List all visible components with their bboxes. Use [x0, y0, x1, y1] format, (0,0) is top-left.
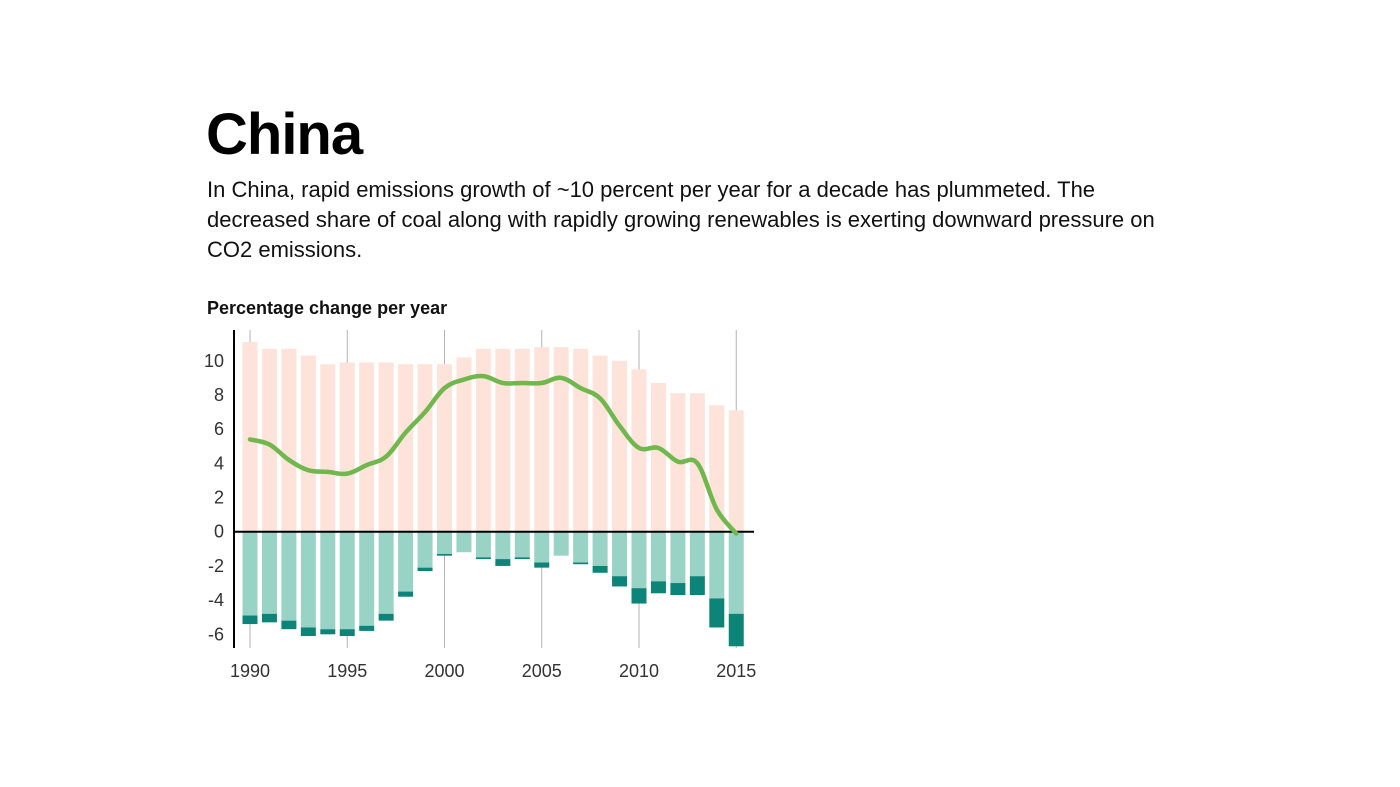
bar-positive-2006 [553, 347, 569, 532]
bar-negative-light-2009 [612, 531, 628, 577]
bar-negative-dark-1991 [261, 613, 277, 623]
bar-positive-1997 [378, 362, 394, 532]
bar-negative-light-1998 [398, 531, 414, 592]
y-tick-label: 8 [214, 385, 224, 405]
bar-positive-2008 [592, 355, 608, 532]
bar-negative-light-2002 [475, 531, 491, 558]
bar-positive-1996 [359, 362, 375, 532]
bar-negative-light-1992 [281, 531, 297, 621]
bar-negative-light-2003 [495, 531, 511, 560]
bar-negative-light-2011 [650, 531, 666, 582]
bar-negative-light-1999 [417, 531, 433, 568]
y-tick-label: 4 [214, 453, 224, 473]
bar-positive-1994 [320, 364, 336, 532]
bar-positive-1992 [281, 348, 297, 532]
y-tick-label: 0 [214, 522, 224, 542]
bar-negative-light-2010 [631, 531, 647, 589]
bar-positive-2015 [728, 410, 744, 532]
y-tick-label: 6 [214, 419, 224, 439]
x-tick-label: 1995 [327, 661, 367, 681]
bar-negative-light-2013 [689, 531, 705, 577]
bar-negative-light-1990 [242, 531, 258, 616]
x-tick-label: 2010 [619, 661, 659, 681]
bar-negative-dark-1995 [339, 629, 355, 637]
bar-negative-light-1993 [300, 531, 316, 628]
bar-positive-2003 [495, 348, 511, 532]
y-tick-label: -2 [208, 556, 224, 576]
bar-negative-dark-1998 [398, 591, 414, 597]
bar-negative-dark-2011 [650, 581, 666, 594]
bar-negative-light-1995 [339, 531, 355, 630]
x-tick-label: 1990 [230, 661, 270, 681]
y-tick-label: 10 [204, 351, 224, 371]
bar-negative-light-1994 [320, 531, 336, 630]
net-change-line-layer [247, 373, 739, 536]
bar-positive-2011 [650, 383, 666, 532]
bar-positive-1999 [417, 364, 433, 532]
bar-negative-light-2000 [437, 531, 452, 554]
bar-negative-light-2006 [553, 531, 569, 556]
x-tick-label: 2015 [716, 661, 756, 681]
bar-positive-1991 [261, 348, 277, 532]
y-tick-label: 2 [214, 488, 224, 508]
bar-positive-2007 [573, 348, 589, 532]
bar-positive-2001 [456, 357, 472, 532]
bar-positive-2010 [631, 369, 647, 532]
bar-negative-light-2014 [709, 531, 725, 599]
bar-negative-light-2007 [573, 531, 589, 563]
bar-negative-dark-2007 [573, 562, 589, 565]
bar-positive-2009 [612, 360, 628, 532]
bar-negative-dark-2009 [612, 576, 628, 587]
bar-negative-light-2001 [456, 531, 472, 553]
bar-negative-dark-1992 [281, 620, 297, 630]
bar-negative-dark-2002 [475, 557, 491, 560]
bar-negative-dark-2014 [709, 598, 725, 628]
page-title: China [206, 102, 363, 167]
x-tick-label: 2000 [424, 661, 464, 681]
tick-labels: 10 8 6 4 2 0 -2 -4 -6 1990 1995 2000 2005 2010 2015 [204, 351, 756, 681]
bar-negative-dark-2000 [437, 553, 452, 556]
emissions-change-chart: 10 8 6 4 2 0 -2 -4 -6 1990 1995 2000 2005 2010 2015 [204, 330, 756, 681]
bar-negative-light-2015 [728, 531, 744, 614]
bar-negative-dark-2004 [514, 557, 530, 560]
bar-positive-2000 [437, 364, 452, 532]
bar-negative-dark-1999 [417, 567, 433, 572]
bar-positive-1995 [339, 362, 355, 532]
bar-negative-light-2012 [670, 531, 686, 584]
bar-negative-dark-2013 [689, 576, 705, 595]
bar-negative-light-2005 [534, 531, 550, 563]
bar-negative-dark-2015 [728, 613, 744, 647]
bar-negative-light-2004 [514, 531, 530, 558]
bar-positive-1998 [398, 364, 414, 532]
bar-negative-light-2008 [592, 531, 608, 566]
bar-negative-light-1997 [378, 531, 394, 614]
bar-negative-dark-1993 [300, 627, 316, 637]
bar-positive-1993 [300, 355, 316, 532]
bar-positive-2004 [514, 348, 530, 532]
bar-negative-dark-1996 [359, 625, 375, 631]
bar-negative-dark-2012 [670, 583, 686, 595]
bar-negative-dark-1990 [242, 615, 258, 625]
y-tick-label: -6 [208, 624, 224, 644]
bar-negative-light-1991 [261, 531, 277, 614]
bar-negative-dark-2010 [631, 588, 647, 604]
net-change-line [247, 373, 739, 536]
bar-positive-2005 [534, 347, 550, 532]
x-tick-label: 2005 [522, 661, 562, 681]
chart-title: Percentage change per year [207, 298, 448, 318]
page-subtitle: In China, rapid emissions growth of ~10 … [207, 177, 1155, 262]
axes [233, 330, 754, 648]
bar-negative-dark-1997 [378, 613, 394, 621]
bar-negative-light-1996 [359, 531, 375, 626]
bar-negative-dark-1994 [320, 629, 336, 635]
bar-series [242, 341, 744, 647]
y-tick-label: -4 [208, 590, 224, 610]
bar-negative-dark-2003 [495, 559, 511, 566]
bar-negative-dark-2005 [534, 562, 550, 568]
bar-positive-1990 [242, 341, 258, 532]
bar-negative-dark-2008 [592, 565, 608, 573]
bar-positive-2002 [475, 348, 491, 532]
